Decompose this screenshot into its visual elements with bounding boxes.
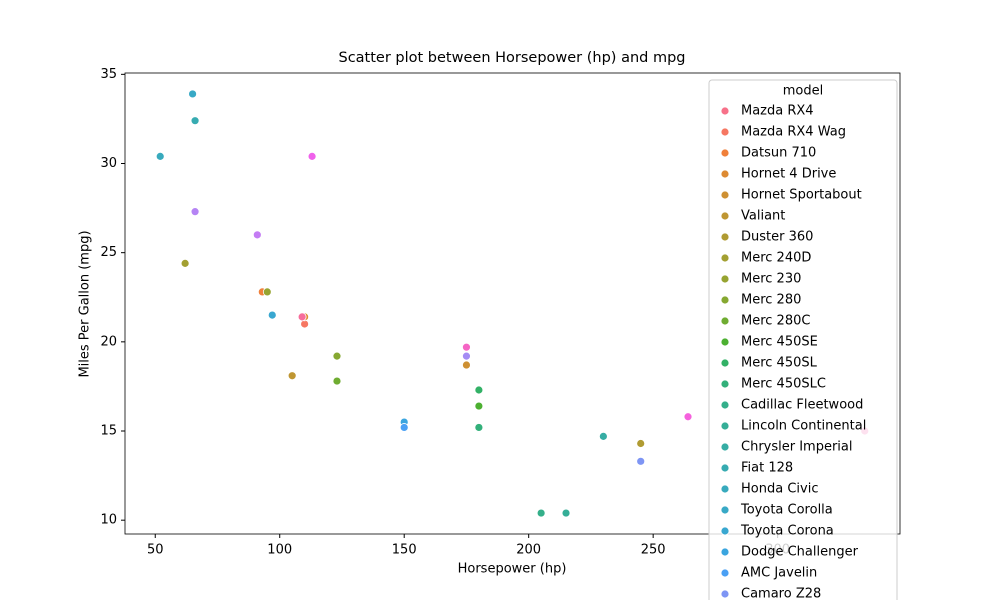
legend-label: Merc 230: [741, 272, 801, 287]
x-tick-label: 150: [392, 543, 417, 558]
legend-label: Cadillac Fleetwood: [741, 398, 863, 413]
legend-label: Dodge Challenger: [741, 545, 859, 560]
y-tick-label: 20: [100, 334, 117, 349]
legend-marker: [720, 316, 730, 326]
legend-label: Camaro Z28: [741, 587, 821, 600]
legend-marker: [720, 253, 730, 263]
legend-label: Chrysler Imperial: [741, 440, 853, 455]
legend-label: Fiat 128: [741, 461, 793, 476]
legend-marker: [720, 400, 730, 410]
legend-label: Toyota Corona: [740, 524, 834, 539]
y-tick-label: 15: [100, 424, 117, 439]
x-axis-label: Horsepower (hp): [458, 562, 567, 577]
legend-label: Merc 450SL: [741, 356, 818, 371]
x-tick-label: 50: [147, 543, 164, 558]
legend-marker: [720, 295, 730, 305]
point: [155, 151, 165, 161]
point: [262, 287, 272, 297]
legend-label: Datsun 710: [741, 146, 816, 161]
legend-marker: [720, 547, 730, 557]
legend-marker: [720, 421, 730, 431]
point: [536, 508, 546, 518]
legend-label: Toyota Corolla: [740, 503, 833, 518]
legend-label: Mazda RX4 Wag: [741, 125, 846, 140]
legend-marker: [720, 106, 730, 116]
legend-label: Valiant: [741, 209, 785, 224]
legend-label: Merc 280: [741, 293, 801, 308]
point: [188, 89, 197, 99]
legend-marker: [720, 169, 730, 179]
legend-label: Merc 450SE: [741, 335, 818, 350]
legend-marker: [720, 127, 730, 137]
legend-marker: [720, 211, 730, 221]
legend-marker: [720, 337, 730, 347]
chart-title: Scatter plot between Horsepower (hp) and…: [338, 50, 685, 66]
point: [180, 258, 190, 268]
point: [190, 116, 200, 126]
y-tick-label: 25: [100, 245, 117, 260]
point: [307, 151, 317, 161]
legend-label: Mazda RX4: [741, 104, 814, 119]
legend-title: model: [783, 84, 823, 99]
legend-marker: [720, 274, 730, 284]
x-tick-label: 100: [267, 543, 292, 558]
legend-marker: [720, 463, 730, 473]
legend-marker: [720, 148, 730, 158]
x-tick-label: 250: [641, 543, 666, 558]
point: [332, 376, 342, 386]
legend-marker: [720, 190, 730, 200]
legend-marker: [720, 442, 730, 452]
legend-marker: [720, 358, 730, 368]
point: [683, 412, 693, 422]
point: [474, 423, 484, 432]
point: [462, 342, 471, 352]
legend-label: Merc 240D: [741, 251, 811, 266]
point: [332, 351, 342, 361]
y-tick-label: 10: [100, 513, 117, 528]
point: [561, 508, 571, 518]
point: [267, 310, 277, 320]
legend-label: Hornet 4 Drive: [741, 167, 836, 182]
legend-box: [708, 79, 898, 600]
legend-marker: [720, 232, 730, 242]
point: [474, 401, 484, 411]
point: [287, 371, 297, 381]
y-tick-label: 35: [100, 67, 117, 82]
point: [399, 423, 409, 432]
point: [190, 207, 200, 217]
legend-label: Duster 360: [741, 230, 813, 245]
legend-marker: [720, 505, 730, 515]
point: [462, 360, 471, 370]
x-tick-label: 200: [516, 543, 541, 558]
y-axis-label: Miles Per Gallon (mpg): [78, 230, 93, 377]
legend-marker: [720, 568, 730, 578]
point: [474, 385, 484, 395]
legend-label: Honda Civic: [741, 482, 818, 497]
point: [636, 439, 646, 448]
point: [636, 456, 646, 466]
legend-marker: [720, 526, 730, 536]
legend-label: Merc 280C: [741, 314, 810, 329]
legend-label: Lincoln Continental: [741, 419, 866, 434]
legend-marker: [720, 484, 730, 494]
legend-label: Hornet Sportabout: [741, 188, 862, 203]
legend-label: AMC Javelin: [741, 566, 817, 581]
plot-frame: [124, 72, 901, 535]
point: [297, 312, 307, 322]
legend-marker: [720, 379, 730, 389]
point: [598, 431, 608, 441]
y-tick-label: 30: [100, 156, 117, 171]
legend-label: Merc 450SLC: [741, 377, 826, 392]
point: [462, 351, 471, 361]
legend-marker: [720, 589, 730, 599]
point: [252, 230, 262, 240]
